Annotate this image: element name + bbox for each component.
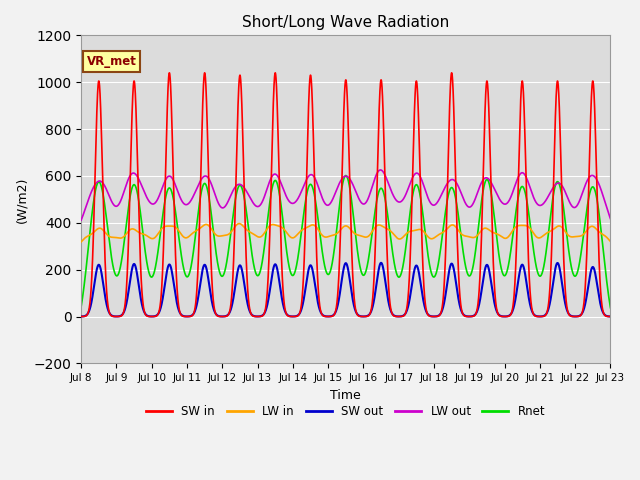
Y-axis label: (W/m2): (W/m2) <box>15 176 28 223</box>
Legend: SW in, LW in, SW out, LW out, Rnet: SW in, LW in, SW out, LW out, Rnet <box>141 401 550 423</box>
X-axis label: Time: Time <box>330 389 361 402</box>
Text: VR_met: VR_met <box>86 55 136 68</box>
Title: Short/Long Wave Radiation: Short/Long Wave Radiation <box>242 15 449 30</box>
